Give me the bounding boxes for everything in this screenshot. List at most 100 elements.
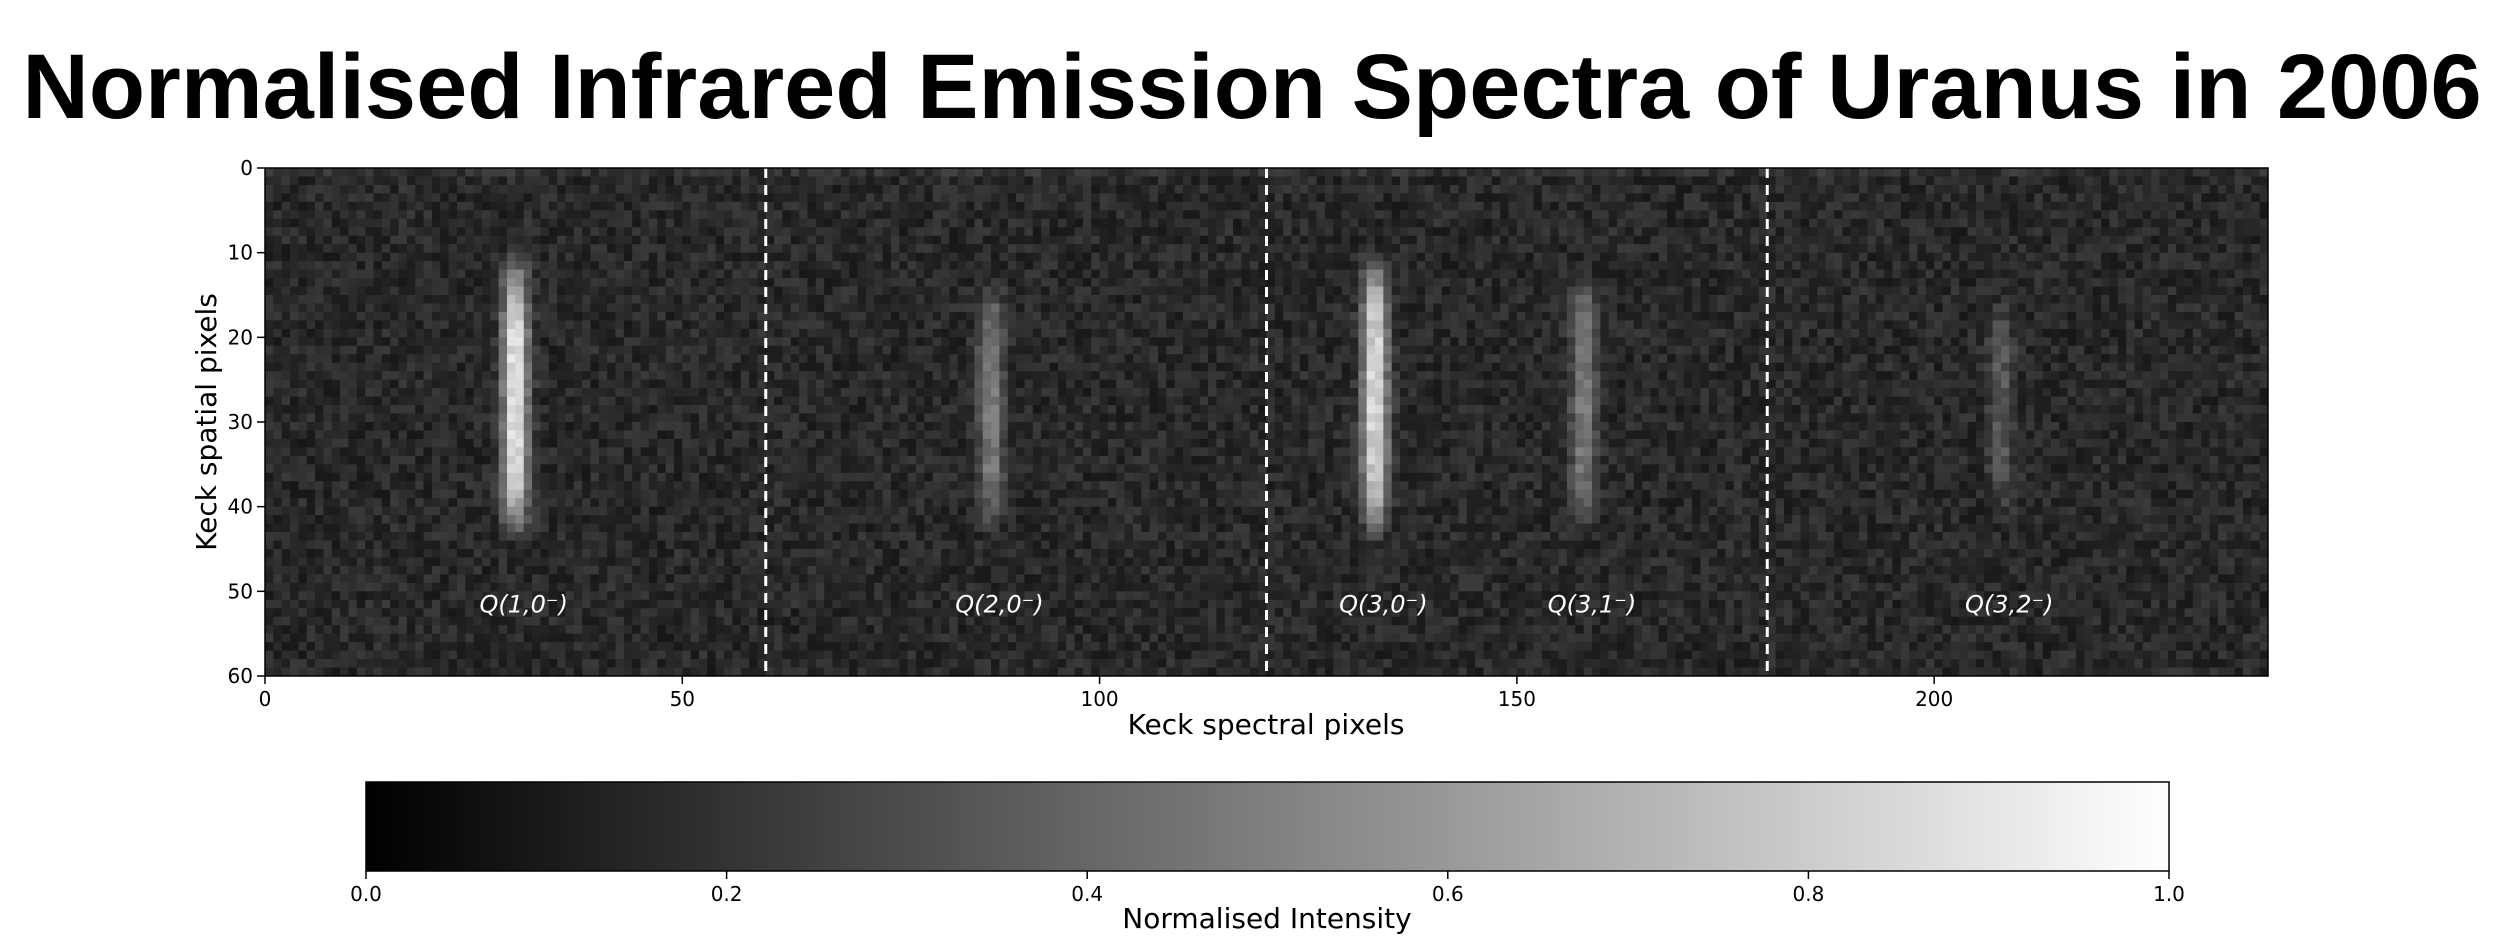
heatmap-cell (957, 227, 967, 237)
heatmap-cell (448, 328, 458, 338)
heatmap-cell (1591, 278, 1601, 287)
heatmap-cell (832, 328, 842, 338)
heatmap-cell (2134, 286, 2144, 296)
heatmap-cell (2242, 295, 2252, 304)
heatmap-cell (2059, 328, 2069, 338)
heatmap-cell (2117, 244, 2127, 254)
heatmap-cell (2242, 261, 2252, 270)
heatmap-cell (456, 328, 466, 338)
heatmap-cell (1967, 278, 1977, 287)
heatmap-cell (957, 337, 967, 347)
heatmap-cell (1792, 252, 1802, 262)
heatmap-cell (1708, 210, 1718, 220)
heatmap-cell (2042, 218, 2052, 228)
heatmap-cell (1216, 278, 1226, 287)
heatmap-cell (1066, 193, 1075, 203)
heatmap-cell (607, 303, 616, 313)
heatmap-cell (2259, 184, 2268, 194)
heatmap-cell (1558, 328, 1568, 338)
heatmap-cell (1975, 320, 1985, 330)
heatmap-cell (1458, 328, 1468, 338)
heatmap-cell (465, 295, 475, 304)
heatmap-cell (1558, 311, 1568, 321)
heatmap-cell (1358, 269, 1368, 279)
heatmap-cell (2092, 295, 2102, 304)
heatmap-cell (1291, 244, 1301, 254)
heatmap-cell (1166, 252, 1176, 262)
heatmap-cell (932, 269, 942, 279)
heatmap-cell (1834, 303, 1843, 313)
heatmap-cell (398, 328, 408, 338)
heatmap-cell (824, 193, 833, 203)
heatmap-cell (2217, 244, 2227, 254)
heatmap-cell (915, 168, 925, 177)
heatmap-cell (2167, 184, 2177, 194)
heatmap-cell (1016, 168, 1025, 177)
heatmap-cell (1934, 311, 1943, 321)
heatmap-cell (657, 244, 666, 254)
heatmap-cell (1692, 295, 1701, 304)
heatmap-cell (1900, 261, 1910, 270)
heatmap-cell (673, 278, 683, 287)
heatmap-cell (448, 184, 458, 194)
heatmap-cell (2142, 311, 2152, 321)
heatmap-cell (1834, 269, 1843, 279)
heatmap-cell (1934, 286, 1943, 296)
heatmap-cell (1867, 227, 1877, 237)
heatmap-cell (941, 295, 950, 304)
heatmap-cell (832, 261, 842, 270)
heatmap-cell (1375, 252, 1384, 262)
heatmap-cell (1817, 210, 1827, 220)
heatmap-cell (390, 227, 399, 237)
heatmap-cell (2217, 252, 2227, 262)
heatmap-cell (1717, 176, 1726, 186)
heatmap-cell (265, 286, 274, 296)
heatmap-cell (1892, 210, 1902, 220)
heatmap-cell (824, 227, 833, 237)
heatmap-cell (2167, 320, 2177, 330)
heatmap-cell (2051, 201, 2060, 211)
heatmap-cell (832, 210, 842, 220)
heatmap-cell (1291, 193, 1301, 203)
heatmap-cell (1566, 210, 1576, 220)
heatmap-cell (2000, 252, 2010, 262)
heatmap-cell (348, 269, 358, 279)
heatmap-cell (390, 235, 399, 245)
heatmap-cell (1842, 278, 1852, 287)
heatmap-cell (523, 303, 533, 313)
heatmap-cell (1216, 320, 1226, 330)
heatmap-cell (2109, 320, 2119, 330)
heatmap-cell (1959, 261, 1968, 270)
heatmap-cell (323, 295, 333, 304)
heatmap-cell (2067, 252, 2077, 262)
heatmap-cell (1224, 184, 1234, 194)
heatmap-cell (2084, 184, 2094, 194)
heatmap-cell (682, 227, 692, 237)
heatmap-cell (1375, 303, 1384, 313)
heatmap-cell (1141, 168, 1151, 177)
heatmap-cell (1124, 295, 1134, 304)
heatmap-cell (924, 252, 934, 262)
heatmap-cell (557, 210, 566, 220)
heatmap-cell (406, 184, 416, 194)
heatmap-cell (632, 303, 641, 313)
heatmap-cell (1082, 286, 1092, 296)
heatmap-cell (1583, 328, 1593, 338)
heatmap-cell (2176, 210, 2185, 220)
heatmap-cell (715, 303, 725, 313)
heatmap-cell (865, 168, 875, 177)
heatmap-cell (1550, 201, 1560, 211)
heatmap-cell (2176, 193, 2185, 203)
heatmap-cell (2217, 176, 2227, 186)
heatmap-cell (1859, 235, 1868, 245)
heatmap-cell (1909, 269, 1918, 279)
heatmap-cell (1992, 278, 2002, 287)
heatmap-cell (648, 261, 658, 270)
heatmap-cell (2076, 269, 2085, 279)
heatmap-cell (1625, 235, 1635, 245)
heatmap-cell (557, 320, 566, 330)
heatmap-cell (1600, 278, 1610, 287)
heatmap-cell (857, 168, 867, 177)
heatmap-cell (1066, 252, 1075, 262)
heatmap-cell (890, 168, 900, 177)
